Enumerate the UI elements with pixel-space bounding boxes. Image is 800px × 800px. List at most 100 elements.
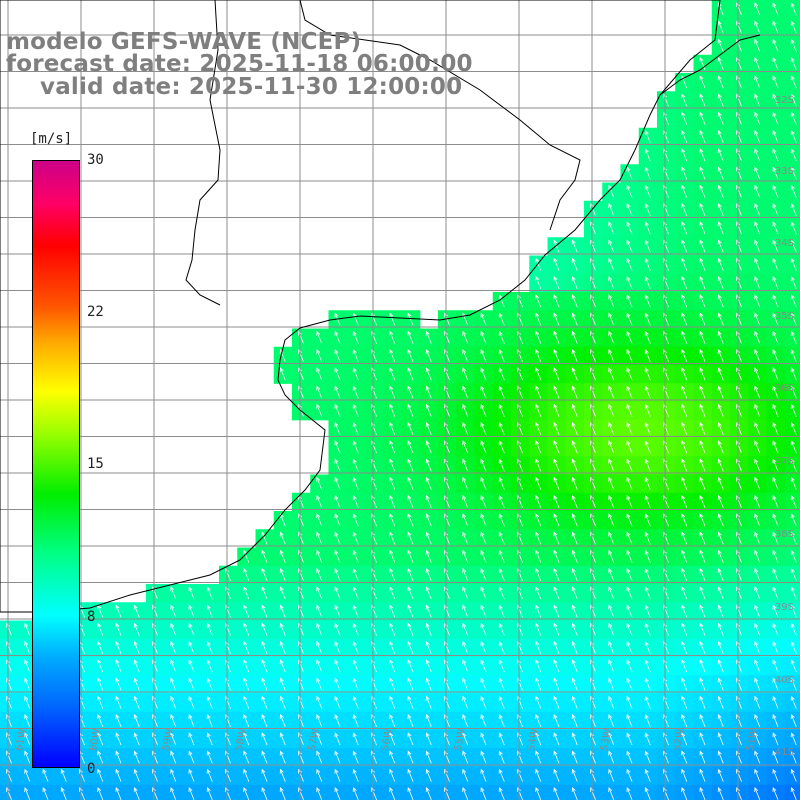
wind-arrow xyxy=(389,659,396,673)
wind-speed-cell xyxy=(784,200,800,220)
wind-arrow xyxy=(498,640,505,655)
wind-arrow xyxy=(699,494,706,509)
wind-arrow xyxy=(389,750,396,764)
wind-arrow xyxy=(571,403,578,417)
wind-arrow xyxy=(644,312,651,326)
wind-arrow xyxy=(717,348,724,363)
wind-arrow xyxy=(717,494,724,509)
wind-arrow xyxy=(553,677,560,691)
wind-arrow xyxy=(535,768,542,782)
wind-arrow xyxy=(772,440,779,454)
wind-arrow xyxy=(316,567,323,582)
wind-arrow xyxy=(754,2,761,16)
wind-arrow xyxy=(717,750,724,764)
wind-arrow xyxy=(97,677,104,691)
wind-arrow xyxy=(352,458,359,472)
wind-arrow xyxy=(608,367,615,381)
wind-arrow xyxy=(498,421,505,436)
wind-arrow xyxy=(425,385,432,399)
wind-arrow xyxy=(279,695,286,709)
wind-arrow xyxy=(571,750,578,764)
wind-arrow xyxy=(480,440,487,454)
wind-arrow xyxy=(644,750,651,764)
wind-arrow xyxy=(553,294,560,308)
wind-arrow xyxy=(261,732,268,746)
wind-arrow xyxy=(170,604,177,618)
wind-arrow xyxy=(24,768,31,782)
wind-arrow xyxy=(626,421,633,436)
wind-arrow xyxy=(790,732,797,746)
wind-arrow xyxy=(699,732,706,746)
wind-arrow xyxy=(535,750,542,764)
wind-arrow xyxy=(535,367,542,381)
wind-arrow xyxy=(498,677,505,691)
wind-arrow xyxy=(115,732,122,746)
wind-arrow xyxy=(626,531,633,545)
wind-arrow xyxy=(407,385,414,399)
wind-speed-cell xyxy=(456,784,476,800)
wind-arrow xyxy=(462,476,469,490)
coastline-path xyxy=(0,0,721,613)
wind-arrow xyxy=(425,494,432,509)
wind-arrow xyxy=(717,312,724,326)
wind-arrow xyxy=(480,531,487,545)
wind-arrow xyxy=(480,640,487,655)
wind-arrow xyxy=(535,567,542,582)
wind-arrow xyxy=(626,659,633,673)
wind-arrow xyxy=(279,531,286,545)
wind-arrow xyxy=(644,677,651,691)
wind-arrow xyxy=(425,367,432,381)
wind-arrow xyxy=(462,622,469,636)
wind-arrow xyxy=(644,458,651,472)
wind-arrow xyxy=(754,257,761,271)
wind-arrow xyxy=(681,531,688,545)
wind-arrow xyxy=(188,640,195,655)
wind-arrow xyxy=(772,184,779,198)
wind-arrow xyxy=(608,312,615,326)
wind-arrow xyxy=(790,677,797,691)
wind-arrow xyxy=(462,677,469,691)
wind-arrow xyxy=(316,640,323,655)
wind-speed-cell xyxy=(419,784,439,800)
wind-arrow xyxy=(462,695,469,709)
wind-arrow xyxy=(498,622,505,636)
wind-arrow xyxy=(334,713,341,728)
wind-arrow xyxy=(425,750,432,764)
wind-arrow xyxy=(334,604,341,618)
wind-arrow xyxy=(24,732,31,746)
wind-arrow xyxy=(644,476,651,490)
wind-speed-cell xyxy=(784,36,800,56)
wind-arrow xyxy=(571,458,578,472)
wind-arrow xyxy=(498,312,505,326)
wind-arrow xyxy=(754,695,761,709)
wind-arrow xyxy=(790,202,797,217)
wind-arrow xyxy=(754,330,761,344)
wind-speed-cell xyxy=(784,109,800,129)
wind-arrow xyxy=(352,604,359,618)
wind-arrow xyxy=(498,403,505,417)
wind-arrow xyxy=(790,221,797,235)
wind-arrow xyxy=(24,713,31,728)
wind-arrow xyxy=(571,257,578,271)
wind-arrow xyxy=(462,385,469,399)
wind-arrow xyxy=(498,294,505,308)
wind-arrow xyxy=(425,622,432,636)
wind-arrow xyxy=(772,458,779,472)
wind-arrow xyxy=(480,677,487,691)
political-border xyxy=(659,34,761,96)
wind-arrow xyxy=(480,695,487,709)
wind-arrow xyxy=(553,549,560,563)
wind-arrow xyxy=(754,476,761,490)
wind-arrow xyxy=(535,257,542,271)
wind-arrow xyxy=(498,586,505,600)
wind-arrow xyxy=(170,786,177,800)
latitude-label: 40S xyxy=(774,675,794,686)
wind-speed-cell xyxy=(54,784,74,800)
wind-arrow xyxy=(717,75,724,89)
wind-arrow xyxy=(790,494,797,509)
wind-arrow xyxy=(571,294,578,308)
wind-arrow xyxy=(571,786,578,800)
wind-arrow xyxy=(772,312,779,326)
wind-arrow xyxy=(772,129,779,144)
colorbar-tick-label: 15 xyxy=(87,456,104,472)
